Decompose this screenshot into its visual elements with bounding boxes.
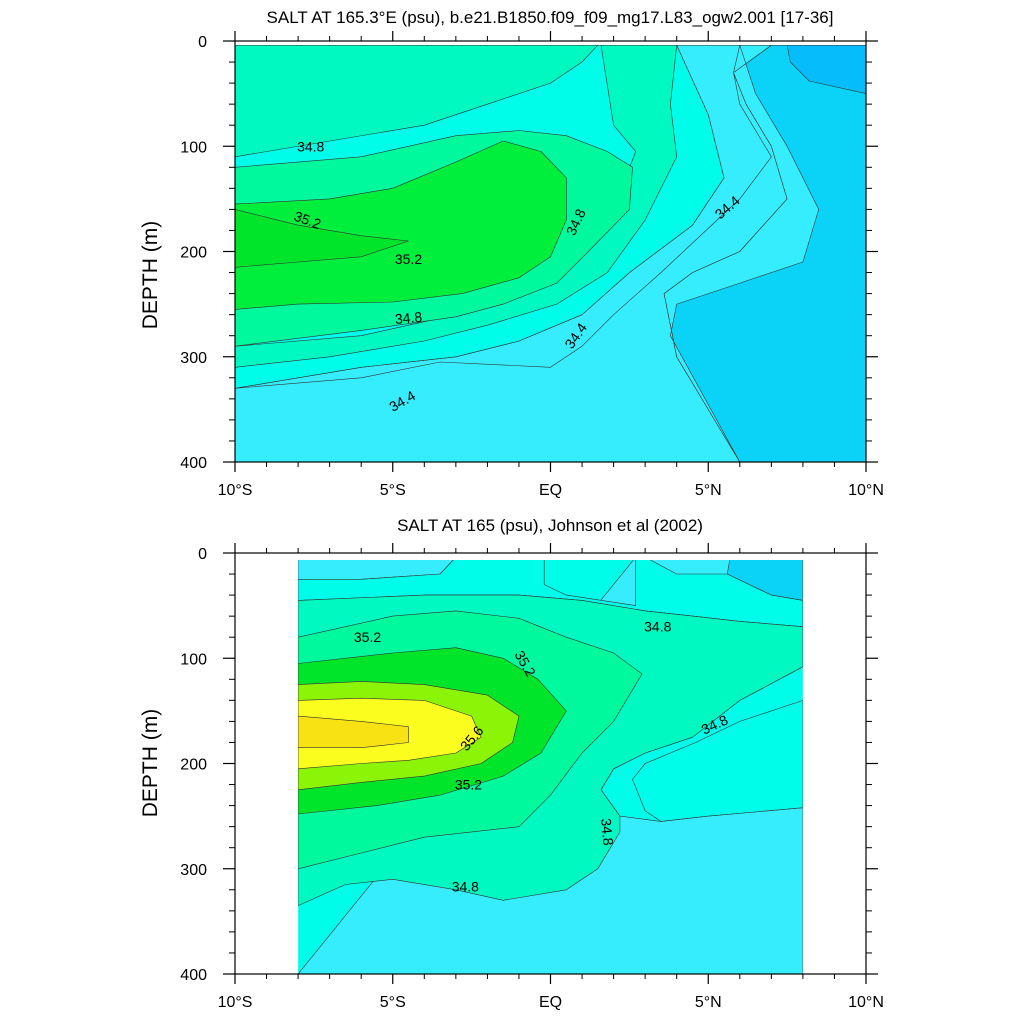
- x-tick-label: 10°S: [218, 482, 253, 499]
- y-axis-label: DEPTH (m): [139, 709, 162, 818]
- y-tick-label: 0: [198, 546, 207, 563]
- x-tick-label: EQ: [539, 482, 562, 499]
- panel-bottom: SALT AT 165 (psu), Johnson et al (2002) …: [139, 516, 884, 1011]
- x-tick-label: 10°N: [848, 482, 884, 499]
- y-tick-label: 400: [180, 967, 207, 984]
- axes: 10°S 5°S EQ 5°N 10°N 0 100 200 300 400: [180, 31, 884, 499]
- contour-band-34: [786, 45, 866, 94]
- y-tick-label: 100: [180, 139, 207, 156]
- contour-label: 34.8: [394, 309, 423, 327]
- y-tick-label: 200: [180, 245, 207, 262]
- y-tick-label: 300: [180, 862, 207, 879]
- x-tick-label: 5°S: [380, 994, 406, 1011]
- x-tick-label: 5°N: [695, 482, 722, 499]
- contour-label: 35.2: [354, 629, 381, 645]
- panel-top: SALT AT 165.3°E (psu), b.e21.B1850.f09_f…: [139, 8, 884, 499]
- y-tick-label: 400: [180, 455, 207, 472]
- x-tick-label: 10°S: [218, 994, 253, 1011]
- contour-band-35.4: [235, 209, 409, 268]
- contour-label: 34.8: [644, 619, 671, 635]
- contour-label: 34.8: [452, 879, 479, 895]
- contour-label: 35.2: [455, 777, 482, 793]
- contour-band-35.8: [298, 715, 409, 748]
- x-tick-label: 10°N: [848, 994, 884, 1011]
- y-axis-label: DEPTH (m): [139, 221, 162, 330]
- contour-label: 34.8: [598, 818, 616, 847]
- y-tick-label: 0: [198, 34, 207, 51]
- y-tick-label: 200: [180, 757, 207, 774]
- contour-label: 34.8: [297, 138, 324, 154]
- contour-band-34.8: [235, 45, 599, 158]
- contour-band-34.6: [632, 700, 803, 822]
- contour-band-35.2: [235, 140, 567, 310]
- panel-title: SALT AT 165.3°E (psu), b.e21.B1850.f09_f…: [267, 8, 834, 27]
- x-tick-label: 5°S: [380, 482, 406, 499]
- panel-title: SALT AT 165 (psu), Johnson et al (2002): [397, 516, 703, 535]
- contour-fills: [235, 45, 866, 462]
- contour-fills: [298, 560, 803, 974]
- axes: 10°S 5°S EQ 5°N 10°N 0 100 200 300 400: [180, 543, 884, 1011]
- contour-label: 35.2: [395, 251, 422, 267]
- y-tick-label: 300: [180, 350, 207, 367]
- y-tick-label: 100: [180, 651, 207, 668]
- x-tick-label: EQ: [539, 994, 562, 1011]
- x-tick-label: 5°N: [695, 994, 722, 1011]
